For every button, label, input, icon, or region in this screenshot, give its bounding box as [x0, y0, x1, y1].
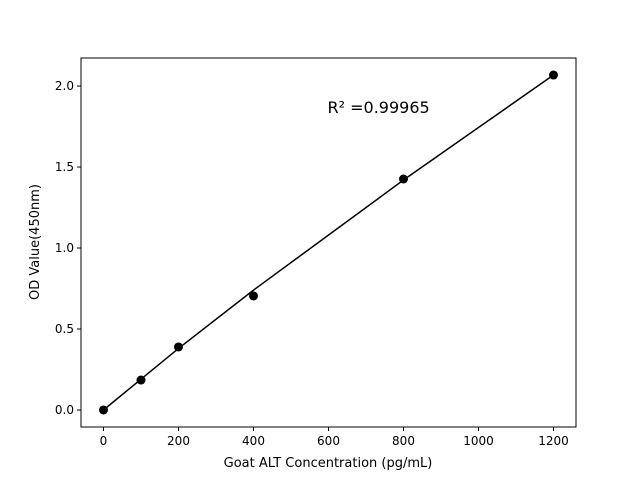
x-tick-label: 200 — [167, 434, 190, 448]
data-point — [136, 375, 146, 385]
y-axis-label: OD Value(450nm) — [28, 184, 43, 300]
y-tick-label: 1.0 — [55, 241, 74, 255]
x-tick-label: 1200 — [538, 434, 569, 448]
data-point — [99, 405, 108, 415]
y-tick-label: 2.0 — [55, 79, 74, 93]
y-tick-label: 0.0 — [55, 403, 74, 417]
x-tick-label: 1000 — [463, 434, 494, 448]
y-tick-label: 1.5 — [55, 160, 74, 174]
data-point — [174, 342, 183, 352]
fit-line — [103, 74, 554, 411]
data-point — [549, 70, 558, 80]
x-tick-label: 400 — [242, 434, 265, 448]
data-point — [249, 291, 258, 301]
data-point — [399, 174, 408, 184]
x-axis-label: Goat ALT Concentration (pg/mL) — [224, 456, 433, 471]
y-tick-label: 0.5 — [55, 322, 74, 336]
x-tick-label: 0 — [100, 434, 108, 448]
x-tick-label: 600 — [317, 434, 340, 448]
x-tick-label: 800 — [392, 434, 415, 448]
r-squared-annotation: R² =0.99965 — [328, 98, 430, 117]
